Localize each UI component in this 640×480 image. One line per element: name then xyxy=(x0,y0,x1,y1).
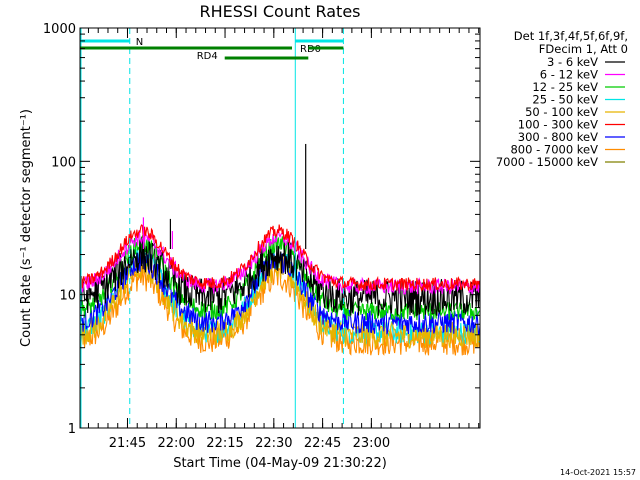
y-tick-label: 1000 xyxy=(43,22,76,37)
x-tick-label: 22:00 xyxy=(158,436,195,451)
x-tick-label: 22:30 xyxy=(255,436,292,451)
series-100-300-kev xyxy=(79,224,481,293)
y-tick-label: 10 xyxy=(59,289,76,304)
legend-header-line: FDecim 1, Att 0 xyxy=(539,42,628,56)
legend-entry-label: 3 - 6 keV xyxy=(547,55,598,69)
chart-title: RHESSI Count Rates xyxy=(200,2,361,21)
legend-header-line: Det 1f,3f,4f,5f,6f,9f, xyxy=(514,29,628,43)
y-tick-label: 100 xyxy=(51,155,76,170)
plot-frame xyxy=(79,27,481,429)
legend-entry-label: 50 - 100 keV xyxy=(525,105,598,119)
x-tick-label: 21:45 xyxy=(109,436,146,451)
y-axis-label: Count Rate (s⁻¹ detector segment⁻¹) xyxy=(19,109,34,347)
legend-entry-label: 800 - 7000 keV xyxy=(510,143,598,157)
orbit-label: RD4 xyxy=(197,51,218,62)
x-tick-label: 23:00 xyxy=(353,436,390,451)
legend-entry-label: 300 - 800 keV xyxy=(518,130,598,144)
legend-entry-label: 100 - 300 keV xyxy=(518,118,598,132)
overlay-layer: NRD0RD4 xyxy=(80,28,344,428)
legend-entry-label: 6 - 12 keV xyxy=(540,68,598,82)
orbit-label: N xyxy=(136,37,143,48)
series-3-6-kev xyxy=(79,237,481,317)
y-tick-label: 1 xyxy=(68,422,76,437)
legend: Det 1f,3f,4f,5f,6f,9f,FDecim 1, Att 03 -… xyxy=(496,29,628,169)
legend-entry-label: 25 - 50 keV xyxy=(532,93,598,107)
x-tick-label: 22:15 xyxy=(206,436,243,451)
axes-layer: 1 10 100 1000 21:45 22:00 22:15 22:30 22:45 23:00 xyxy=(43,22,480,451)
footer-timestamp: 14-Oct-2021 15:57 xyxy=(560,468,636,477)
x-axis-label: Start Time (04-May-09 21:30:22) xyxy=(173,456,387,471)
legend-entry-label: 12 - 25 keV xyxy=(532,80,598,94)
legend-entry-label: 7000 - 15000 keV xyxy=(496,155,598,169)
x-tick-label: 22:45 xyxy=(304,436,341,451)
series-layer xyxy=(79,143,481,356)
